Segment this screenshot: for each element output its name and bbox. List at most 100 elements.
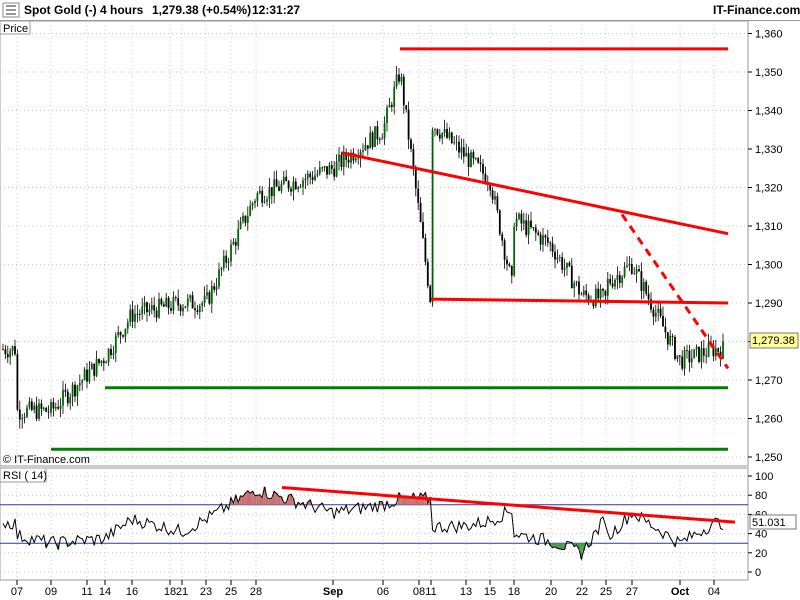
candle — [141, 297, 144, 320]
candle — [530, 211, 532, 230]
candle — [170, 301, 172, 314]
rsi-trendline — [281, 486, 736, 524]
chart-menu-icon[interactable] — [2, 2, 20, 18]
x-tick-label: 04 — [708, 586, 720, 598]
candle — [45, 406, 48, 413]
candle — [669, 329, 672, 347]
candle — [184, 305, 187, 309]
candle — [342, 145, 345, 176]
candle — [126, 318, 129, 334]
candle — [105, 360, 108, 364]
candle — [606, 272, 609, 305]
candle — [90, 362, 93, 370]
candle — [470, 149, 472, 168]
candle — [712, 339, 715, 362]
candle — [395, 65, 398, 89]
rsi-label: RSI ( 14) — [3, 470, 47, 482]
candle — [165, 292, 168, 308]
candle — [323, 165, 326, 172]
candle — [386, 104, 388, 132]
candle — [542, 227, 544, 252]
candle — [400, 73, 403, 86]
candle — [311, 170, 314, 185]
candle — [575, 280, 578, 287]
candle — [131, 300, 134, 329]
candle — [455, 134, 458, 151]
candle — [52, 397, 55, 417]
price-plot-area[interactable] — [0, 20, 749, 467]
rsi-tick-label: 100 — [755, 471, 773, 483]
rsi-plot-area[interactable] — [0, 467, 749, 581]
x-tick-label: 23 — [200, 586, 212, 598]
candle — [402, 73, 405, 115]
candle — [340, 151, 343, 171]
candle — [407, 101, 410, 150]
price-tick-label: 1,270 — [755, 375, 783, 387]
candle — [705, 347, 708, 364]
candle — [630, 258, 633, 276]
candle — [136, 304, 139, 323]
price-tick-label: 1,330 — [755, 144, 783, 156]
candle — [191, 291, 194, 309]
candle — [681, 350, 684, 371]
candle — [18, 400, 21, 429]
brand-label: IT-Finance.com — [713, 3, 800, 17]
candle — [326, 166, 328, 179]
candle — [280, 180, 283, 194]
last-price-marker: 1,279.38 — [749, 332, 799, 349]
x-tick-label: 16 — [126, 586, 138, 598]
x-tick-label: 28 — [250, 586, 262, 598]
candle — [2, 343, 4, 351]
candle — [174, 295, 177, 302]
candle — [434, 128, 436, 137]
candle — [587, 292, 590, 306]
candle — [273, 171, 276, 204]
candle — [64, 383, 67, 398]
candle — [393, 81, 396, 115]
candle — [714, 339, 717, 361]
candle — [186, 293, 189, 312]
candle — [621, 275, 624, 288]
candle — [290, 186, 292, 197]
candle — [328, 162, 331, 175]
candle — [638, 265, 640, 272]
candle — [657, 300, 660, 322]
candle — [162, 301, 165, 307]
candle — [609, 273, 612, 286]
candle — [722, 333, 724, 360]
x-tick-label: 27 — [626, 586, 638, 598]
candle — [69, 393, 72, 410]
rsi-label-box — [0, 467, 47, 483]
candle — [561, 252, 564, 274]
candle — [419, 197, 422, 223]
candle — [695, 344, 698, 357]
candle — [626, 256, 628, 268]
candle — [566, 262, 568, 276]
candle — [220, 266, 223, 277]
candle — [26, 404, 28, 419]
candle — [654, 304, 657, 323]
candle — [78, 374, 81, 392]
candle — [580, 291, 583, 296]
candle — [508, 262, 511, 268]
candle — [659, 301, 662, 319]
watermark: © IT-Finance.com — [3, 454, 90, 466]
candle — [189, 294, 192, 303]
candle — [182, 303, 184, 317]
candle — [153, 296, 156, 318]
candle — [690, 348, 693, 368]
candle — [506, 255, 508, 271]
candle — [338, 146, 340, 171]
candle — [102, 357, 105, 371]
candle — [410, 137, 412, 153]
candle — [388, 98, 391, 108]
candle — [309, 171, 312, 185]
time-label: 12:31:27 — [252, 3, 301, 17]
candle — [33, 402, 36, 414]
candle — [66, 388, 69, 407]
candle — [458, 135, 460, 159]
candle — [57, 399, 60, 410]
candle — [623, 261, 626, 279]
candle — [321, 166, 324, 173]
candle — [474, 157, 477, 161]
